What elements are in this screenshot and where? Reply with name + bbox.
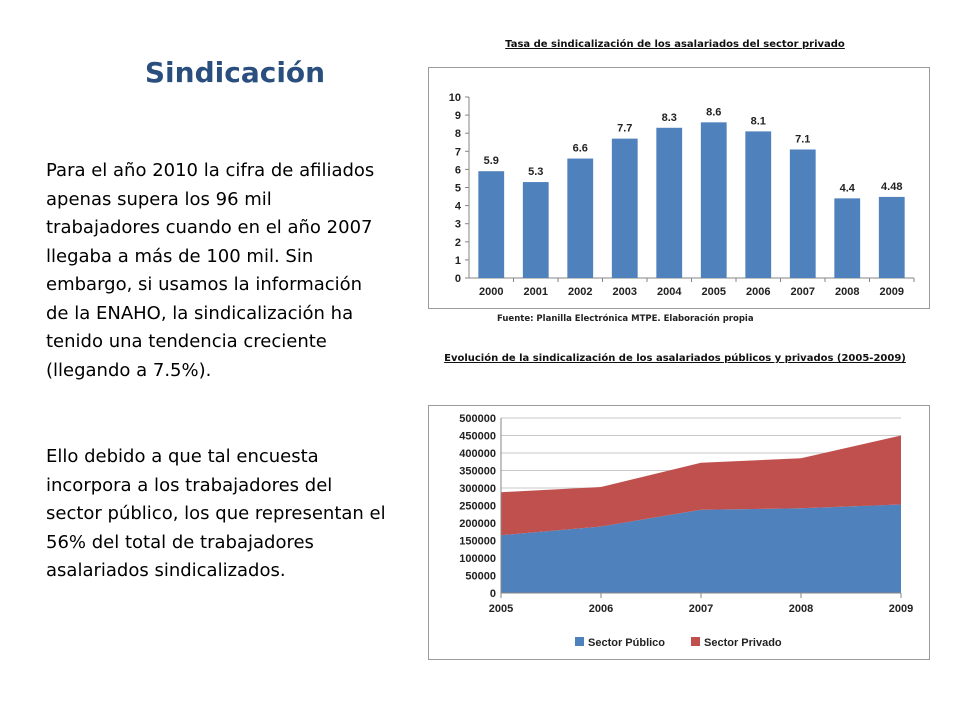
area-x-tick-label: 2007 — [689, 603, 713, 615]
bar-x-tick-label: 2008 — [835, 286, 859, 298]
bar-x-tick-label: 2009 — [880, 286, 904, 298]
area-x-tick-label: 2008 — [789, 603, 813, 615]
bar — [567, 158, 594, 278]
bar-x-tick-label: 2007 — [791, 286, 815, 298]
area-y-tick-label: 500000 — [459, 413, 496, 425]
area-y-tick-label: 50000 — [465, 571, 496, 583]
area-y-tick-label: 400000 — [459, 448, 496, 460]
bar-data-label: 7.7 — [617, 123, 632, 135]
area-y-tick-label: 150000 — [459, 536, 496, 548]
area-series-sector-privado — [501, 435, 901, 536]
area-chart-svg: 0 50000 100000 150000 200000 250000 300000 3500… — [459, 413, 913, 649]
bar — [789, 149, 816, 278]
bar-x-tick-label: 2002 — [568, 286, 592, 298]
bar-chart: 0 1 2 3 4 5 6 7 8 9 10 5.9 2000 5.3 2001 6.6 2002 7.7 2003… — [428, 67, 930, 309]
area-y-tick-label: 100000 — [459, 553, 496, 565]
bar-chart-title: Tasa de sindicalización de los asalariad… — [505, 39, 845, 50]
bar-x-tick-label: 2000 — [479, 286, 503, 298]
area-y-tick-label: 0 — [490, 588, 496, 600]
bar-y-tick-label: 10 — [449, 92, 461, 104]
area-x-tick-label: 2006 — [589, 603, 613, 615]
area-legend-swatch — [691, 637, 700, 646]
bar-y-tick-label: 9 — [455, 110, 461, 122]
bar-chart-source: Fuente: Planilla Electrónica MTPE. Elabo… — [497, 314, 754, 324]
bar — [656, 127, 683, 278]
bar-y-tick-label: 3 — [455, 219, 461, 231]
area-y-tick-label: 450000 — [459, 431, 496, 443]
bar-x-tick-label: 2006 — [746, 286, 770, 298]
bar-data-label: 8.3 — [662, 112, 677, 124]
bar — [700, 122, 727, 278]
area-x-tick-label: 2005 — [489, 603, 513, 615]
bar-y-tick-label: 1 — [455, 255, 461, 267]
bar — [878, 196, 905, 278]
area-y-tick-label: 350000 — [459, 466, 496, 478]
area-chart: 0 50000 100000 150000 200000 250000 300000 3500… — [428, 405, 930, 660]
bar-x-tick-label: 2005 — [702, 286, 726, 298]
bar-data-label: 8.6 — [706, 106, 721, 118]
bar-data-label: 4.48 — [881, 181, 902, 193]
bar-y-tick-label: 7 — [455, 146, 461, 158]
area-legend-swatch — [575, 637, 584, 646]
area-legend-label: Sector Privado — [704, 637, 782, 649]
bar — [611, 138, 638, 278]
bar-data-label: 5.9 — [484, 155, 499, 167]
bar — [522, 182, 549, 278]
bar-data-label: 5.3 — [528, 166, 543, 178]
body-paragraph-2: Ello debido a que tal encuesta incorpora… — [46, 446, 386, 581]
bar-x-tick-label: 2001 — [524, 286, 548, 298]
bar — [745, 131, 772, 278]
slide-title: Sindicación — [144, 56, 326, 89]
bar-data-label: 7.1 — [795, 133, 810, 145]
area-legend-label: Sector Público — [588, 637, 665, 649]
bar-data-label: 6.6 — [573, 143, 588, 155]
bar-data-label: 8.1 — [751, 115, 766, 127]
area-y-tick-label: 300000 — [459, 483, 496, 495]
bar — [834, 198, 861, 278]
area-chart-title: Evolución de la sindicalización de los a… — [444, 353, 906, 364]
bar-chart-svg: 0 1 2 3 4 5 6 7 8 9 10 5.9 2000 5.3 2001 6.6 2002 7.7 2003… — [449, 92, 915, 298]
bar — [478, 171, 505, 278]
body-paragraph-1: Para el año 2010 la cifra de afiliados a… — [46, 160, 375, 381]
bar-y-tick-label: 8 — [455, 128, 461, 140]
area-series-sector-publico — [501, 504, 901, 593]
bar-y-tick-label: 2 — [455, 237, 461, 249]
bar-x-tick-label: 2004 — [657, 286, 682, 298]
bar-y-tick-label: 4 — [455, 201, 462, 213]
bar-y-tick-label: 6 — [455, 164, 461, 176]
area-x-tick-label: 2009 — [889, 603, 913, 615]
bar-data-label: 4.4 — [840, 182, 856, 194]
area-y-tick-label: 200000 — [459, 518, 496, 530]
bar-y-tick-label: 0 — [455, 273, 461, 285]
area-y-tick-label: 250000 — [459, 501, 496, 513]
bar-y-tick-label: 5 — [455, 183, 461, 195]
bar-x-tick-label: 2003 — [613, 286, 637, 298]
